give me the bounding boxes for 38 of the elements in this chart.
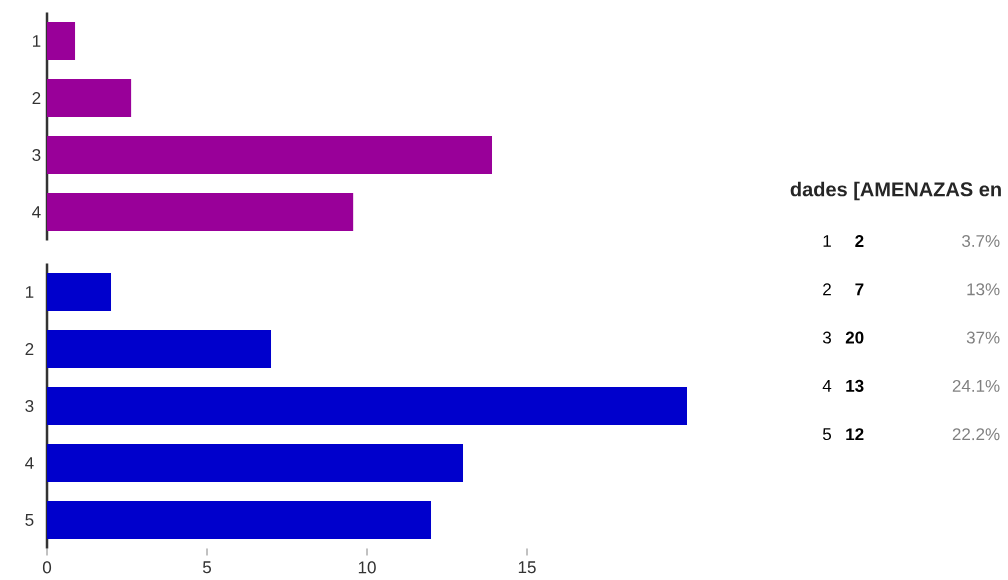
y-tick-label: 1 bbox=[25, 286, 34, 298]
bar bbox=[47, 78, 132, 117]
y-tick-label: 3 bbox=[32, 148, 41, 162]
x-tick-label: 0 bbox=[42, 561, 52, 574]
bar bbox=[47, 329, 272, 368]
bar bbox=[47, 386, 688, 425]
text: 37% bbox=[966, 331, 1000, 344]
bar bbox=[47, 135, 493, 174]
text: 2 bbox=[855, 235, 864, 247]
text: 24.1% bbox=[952, 379, 1000, 392]
bar bbox=[47, 272, 112, 311]
text: 12 bbox=[846, 428, 864, 441]
text: 13 bbox=[846, 379, 864, 392]
text: 22.2% bbox=[952, 428, 1000, 441]
text: 1 bbox=[823, 235, 831, 247]
y-tick-label: 2 bbox=[32, 92, 41, 104]
text: 5 bbox=[822, 428, 832, 441]
y-tick-label: 2 bbox=[25, 343, 34, 355]
y-tick-label: 3 bbox=[25, 399, 34, 413]
text: 2 bbox=[823, 283, 831, 296]
y-tick-label: 5 bbox=[25, 514, 34, 526]
x-tick-label: 15 bbox=[518, 561, 536, 574]
y-tick-label: 1 bbox=[32, 35, 41, 47]
x-tick-label: 10 bbox=[358, 561, 376, 574]
bar bbox=[47, 21, 76, 60]
text: 3.7% bbox=[962, 234, 1000, 248]
text: 7 bbox=[855, 283, 864, 296]
text: 20 bbox=[845, 331, 864, 344]
x-tick-label: 5 bbox=[202, 561, 212, 574]
y-tick-label: 4 bbox=[25, 457, 34, 469]
bar bbox=[47, 443, 464, 482]
y-tick-label: 4 bbox=[32, 206, 41, 218]
text: 13% bbox=[967, 283, 1000, 296]
text: 3 bbox=[822, 331, 831, 344]
bar bbox=[47, 192, 354, 231]
text: 4 bbox=[822, 380, 832, 392]
text: dades [AMENAZAS en bbox=[790, 181, 1001, 201]
bar bbox=[47, 500, 432, 539]
